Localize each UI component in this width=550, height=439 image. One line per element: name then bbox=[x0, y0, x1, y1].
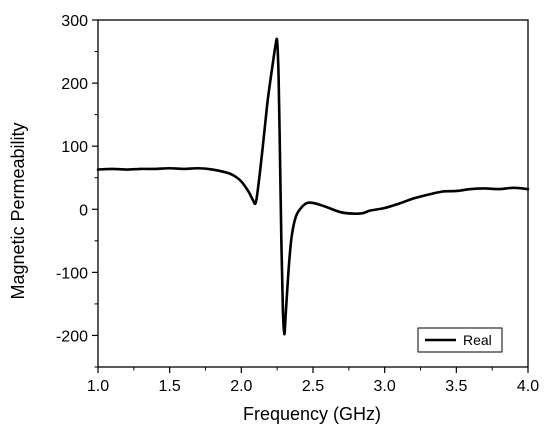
x-tick-label: 1.0 bbox=[87, 378, 109, 395]
x-tick-label: 3.0 bbox=[374, 378, 396, 395]
y-tick-label: 200 bbox=[61, 76, 88, 93]
y-tick-label: 100 bbox=[61, 139, 88, 156]
y-tick-label: 300 bbox=[61, 13, 88, 30]
series-line-real bbox=[96, 37, 530, 336]
x-axis-title: Frequency (GHz) bbox=[243, 404, 381, 424]
y-axis-title-group: Magnetic Permeability bbox=[8, 122, 28, 299]
legend: Real bbox=[417, 327, 503, 353]
y-tick-label: -100 bbox=[56, 265, 88, 282]
y-tick-label: -200 bbox=[56, 328, 88, 345]
y-tick-label: 0 bbox=[79, 202, 88, 219]
x-tick-label: 2.0 bbox=[230, 378, 252, 395]
plot-frame bbox=[97, 19, 529, 368]
plot-area bbox=[96, 37, 530, 336]
ticks-layer: 1.0 1.5 2.0 2.5 3.0 3.5 4.0 -200 -100 0 100 200 300 bbox=[56, 13, 539, 395]
x-tick-label: 3.5 bbox=[445, 378, 467, 395]
legend-label-real: Real bbox=[463, 332, 492, 348]
x-tick-label: 4.0 bbox=[517, 378, 539, 395]
x-tick-label: 1.5 bbox=[159, 378, 181, 395]
y-axis-title: Magnetic Permeability bbox=[8, 122, 28, 299]
x-tick-label: 2.5 bbox=[302, 378, 324, 395]
